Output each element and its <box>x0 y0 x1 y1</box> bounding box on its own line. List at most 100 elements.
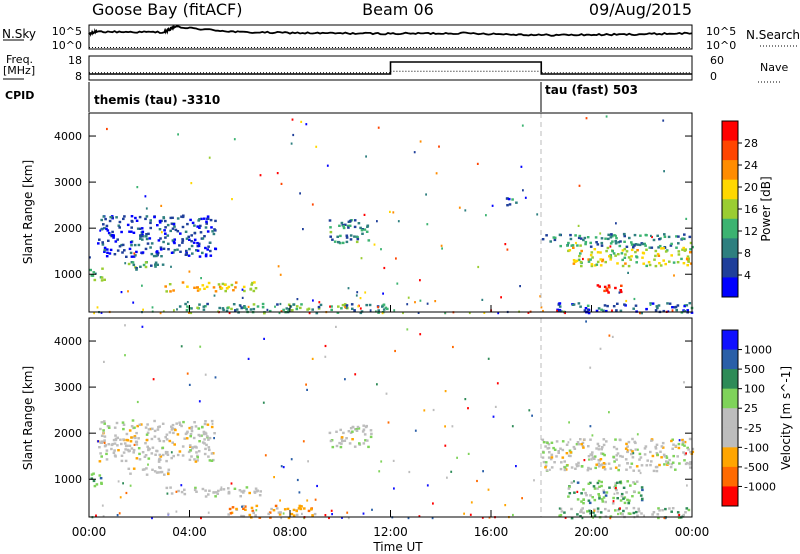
range-cell <box>603 468 607 471</box>
range-cell <box>618 291 621 294</box>
range-cell <box>341 241 345 245</box>
range-cell <box>658 509 661 512</box>
range-cell <box>588 501 592 505</box>
range-cell <box>580 508 583 512</box>
range-cell <box>616 302 619 305</box>
range-cell <box>600 448 603 451</box>
range-tick-label: 2000 <box>54 427 82 440</box>
range-cell <box>135 268 138 271</box>
range-cell <box>95 514 97 517</box>
range-cell <box>134 440 138 443</box>
range-cell <box>213 294 216 297</box>
range-cell <box>580 465 584 468</box>
range-cell <box>683 381 685 384</box>
range-cell <box>597 459 601 462</box>
range-cell <box>617 241 620 244</box>
range-cell <box>342 226 346 230</box>
range-cell <box>150 252 154 256</box>
range-cell <box>590 251 594 254</box>
range-cell <box>602 438 606 441</box>
range-cell <box>154 265 157 268</box>
range-cell <box>384 306 388 309</box>
range-cell <box>307 307 311 310</box>
range-cell <box>149 427 152 431</box>
range-cell <box>203 438 206 441</box>
range-cell <box>591 451 594 454</box>
range-cell <box>677 250 681 253</box>
range-cell <box>151 446 155 449</box>
range-cell <box>302 228 304 231</box>
range-cell <box>244 508 247 511</box>
range-cell <box>382 292 384 295</box>
range-cell <box>632 246 635 249</box>
range-cell <box>577 464 580 467</box>
range-cell <box>576 490 579 493</box>
range-cell <box>203 217 206 220</box>
range-cell <box>351 425 355 429</box>
range-cell <box>585 494 588 497</box>
range-cell <box>351 430 354 433</box>
range-cell <box>245 308 248 311</box>
range-cell <box>655 452 659 455</box>
colorbar-segment <box>722 257 738 278</box>
range-cell <box>261 306 265 309</box>
range-cell <box>614 484 617 487</box>
range-cell <box>683 444 686 447</box>
range-cell <box>613 460 616 463</box>
range-cell <box>636 433 639 436</box>
range-tick-label: 1000 <box>54 268 82 281</box>
range-cell <box>419 333 422 336</box>
range-cell <box>126 223 130 227</box>
colorbar-segment <box>722 160 738 181</box>
range-cell <box>580 249 583 253</box>
range-cell <box>162 247 166 250</box>
range-cell <box>135 431 138 435</box>
range-cell <box>603 453 606 457</box>
range-cell <box>619 290 623 294</box>
range-cell <box>657 516 660 520</box>
range-cell <box>383 266 386 270</box>
range-cell <box>224 289 227 293</box>
range-cell <box>162 216 165 219</box>
range-cell <box>575 463 578 466</box>
range-cell <box>580 500 583 503</box>
colorbar-segment <box>722 121 738 142</box>
range-cell <box>206 423 210 426</box>
range-cell <box>124 448 127 451</box>
range-cell <box>609 467 613 470</box>
range-cell <box>295 509 298 513</box>
range-cell <box>227 285 231 289</box>
range-cell <box>100 228 103 231</box>
range-cell <box>100 279 104 282</box>
range-cell <box>676 511 680 514</box>
range-cell <box>151 468 154 471</box>
x-tick-label: 12:00 <box>373 525 408 539</box>
range-cell <box>650 460 653 463</box>
range-cell <box>329 439 333 443</box>
range-cell <box>560 310 563 313</box>
range-cell <box>609 254 612 257</box>
range-cell <box>632 506 636 510</box>
range-cell <box>661 509 664 512</box>
range-cell <box>314 498 317 501</box>
range-cell <box>103 360 105 363</box>
range-cell <box>576 513 579 516</box>
range-cell <box>186 222 189 226</box>
range-cell <box>143 468 146 471</box>
range-cell <box>137 437 140 440</box>
range-cell <box>558 302 562 305</box>
range-cell <box>264 454 267 457</box>
range-cell <box>95 483 99 486</box>
range-cell <box>623 234 626 238</box>
range-cell <box>172 240 176 244</box>
range-cell <box>645 464 649 467</box>
range-cell <box>349 234 353 237</box>
range-cell <box>181 225 185 229</box>
range-cell <box>172 289 175 292</box>
colorbar-tick-label: -100 <box>744 441 769 454</box>
range-cell <box>158 228 162 231</box>
range-cell <box>159 455 163 458</box>
range-cell <box>674 305 678 309</box>
range-cell <box>128 444 132 447</box>
range-cell <box>500 296 502 299</box>
